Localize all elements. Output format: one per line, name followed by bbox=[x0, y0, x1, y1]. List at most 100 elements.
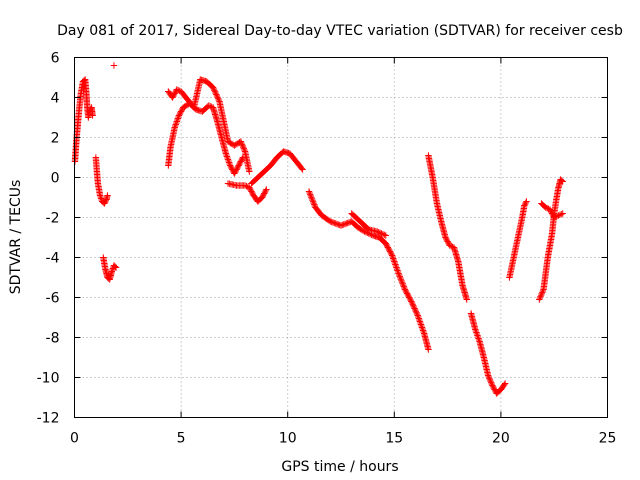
data-point bbox=[308, 194, 315, 201]
data-point bbox=[362, 228, 370, 236]
data-point bbox=[232, 167, 240, 175]
data-point bbox=[299, 166, 306, 173]
plot-frame bbox=[74, 57, 608, 418]
chart-title: Day 081 of 2017, Sidereal Day-to-day VTE… bbox=[57, 23, 623, 39]
data-point bbox=[231, 168, 239, 176]
data-point bbox=[400, 283, 407, 290]
data-point bbox=[388, 250, 395, 258]
data-point bbox=[501, 380, 509, 387]
data-point bbox=[536, 296, 543, 303]
data-point bbox=[391, 258, 398, 265]
data-point bbox=[418, 324, 426, 331]
data-point bbox=[402, 287, 409, 295]
data-point bbox=[521, 202, 528, 209]
data-point bbox=[235, 162, 242, 169]
data-point bbox=[394, 267, 401, 274]
data-point bbox=[409, 301, 416, 308]
data-point bbox=[416, 318, 424, 325]
data-point bbox=[536, 294, 544, 302]
data-point bbox=[501, 381, 508, 388]
data-point bbox=[178, 106, 186, 114]
data-points bbox=[71, 62, 566, 397]
y-tick-label: 6 bbox=[51, 51, 60, 67]
data-point bbox=[383, 242, 391, 250]
data-point bbox=[259, 192, 267, 200]
data-point bbox=[305, 188, 313, 195]
data-point bbox=[392, 262, 400, 270]
grid-lines bbox=[74, 57, 608, 418]
data-point bbox=[247, 186, 254, 194]
data-point bbox=[210, 85, 217, 93]
data-point bbox=[237, 158, 244, 165]
data-point bbox=[298, 165, 305, 172]
data-point bbox=[215, 96, 223, 104]
data-point bbox=[175, 113, 182, 121]
data-point bbox=[101, 198, 109, 206]
data-point bbox=[417, 321, 425, 328]
y-tick-label: -12 bbox=[37, 411, 60, 427]
data-point bbox=[419, 325, 426, 333]
data-point bbox=[387, 249, 394, 257]
data-point bbox=[551, 214, 558, 221]
data-point bbox=[559, 210, 566, 217]
data-point bbox=[487, 378, 494, 385]
data-point bbox=[404, 291, 412, 299]
data-point bbox=[416, 316, 423, 324]
data-point bbox=[258, 194, 266, 201]
data-point bbox=[407, 296, 414, 304]
data-point bbox=[171, 90, 178, 97]
data-point bbox=[393, 264, 400, 271]
data-point bbox=[177, 109, 184, 117]
data-point bbox=[169, 94, 176, 101]
data-point bbox=[111, 263, 119, 270]
data-point bbox=[486, 375, 493, 382]
data-point bbox=[410, 302, 417, 309]
data-point bbox=[442, 234, 449, 241]
data-point bbox=[415, 315, 423, 322]
data-point bbox=[475, 335, 482, 342]
data-point bbox=[408, 299, 416, 307]
data-point bbox=[484, 372, 492, 379]
data-point bbox=[548, 208, 555, 216]
data-point bbox=[411, 306, 419, 314]
data-point bbox=[228, 164, 235, 172]
data-point bbox=[108, 268, 116, 275]
data-point bbox=[379, 230, 387, 238]
data-point bbox=[399, 280, 406, 287]
data-point bbox=[473, 329, 480, 336]
data-point bbox=[489, 383, 497, 391]
data-point bbox=[231, 170, 238, 177]
data-point bbox=[308, 195, 316, 202]
data-point bbox=[175, 86, 182, 94]
y-tick-label: -2 bbox=[46, 211, 60, 227]
data-point bbox=[170, 92, 177, 100]
data-point bbox=[246, 168, 253, 175]
data-point bbox=[386, 248, 394, 255]
data-point bbox=[384, 244, 392, 251]
data-point bbox=[375, 228, 382, 236]
x-tick-label: 5 bbox=[177, 431, 186, 447]
data-point bbox=[411, 305, 418, 312]
data-point bbox=[539, 289, 546, 296]
x-tick-label: 15 bbox=[385, 431, 403, 447]
data-point bbox=[173, 119, 180, 127]
data-point bbox=[101, 200, 108, 207]
data-point bbox=[463, 296, 470, 303]
data-point bbox=[226, 160, 233, 168]
data-point bbox=[104, 192, 111, 199]
data-point bbox=[556, 211, 564, 219]
data-point bbox=[521, 200, 529, 208]
y-tick-label: 4 bbox=[51, 91, 60, 107]
data-point bbox=[552, 213, 559, 221]
data-point bbox=[306, 191, 314, 198]
data-point bbox=[246, 185, 254, 193]
data-point bbox=[233, 166, 240, 173]
data-point bbox=[394, 268, 402, 276]
data-point bbox=[558, 177, 565, 184]
x-tick-label: 10 bbox=[279, 431, 297, 447]
data-point bbox=[241, 182, 249, 189]
data-point bbox=[491, 386, 498, 393]
data-point bbox=[97, 193, 104, 201]
data-point bbox=[413, 309, 420, 316]
